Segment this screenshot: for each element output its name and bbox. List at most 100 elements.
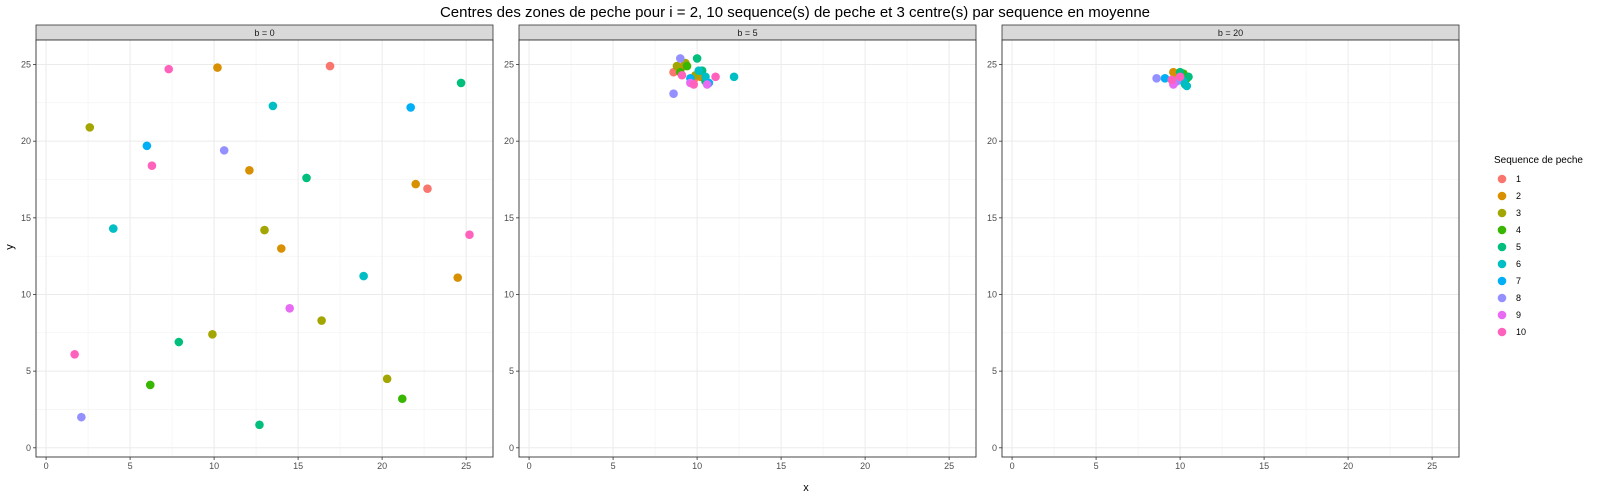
legend-key — [1497, 242, 1507, 252]
data-point — [147, 161, 157, 171]
data-point — [1175, 72, 1185, 82]
facet-panels: b = 0 0 5 10 15 20 25 0 5 10 15 20 25 b = 5 0 5 10 15 20 25… — [21, 24, 1460, 471]
data-point — [675, 54, 685, 63]
x-tick-label: 10 — [209, 461, 219, 471]
y-axis-title: y — [4, 244, 16, 250]
legend-key — [1497, 259, 1507, 269]
data-point — [689, 80, 699, 89]
x-tick-label: 20 — [860, 461, 870, 471]
data-point — [729, 72, 739, 82]
y-tick-label: 15 — [987, 213, 997, 223]
y-tick-label: 0 — [509, 443, 514, 453]
data-point — [677, 70, 687, 80]
plot-area — [36, 40, 493, 457]
data-point — [1167, 75, 1176, 85]
data-point — [382, 374, 392, 384]
data-point — [692, 54, 702, 63]
y-tick-label: 25 — [987, 60, 997, 70]
data-point — [164, 64, 174, 74]
chart-title: Centres des zones de peche pour i = 2, 1… — [440, 4, 1150, 21]
legend-label: 1 — [1516, 174, 1521, 184]
y-tick-label: 20 — [21, 136, 31, 146]
x-axis-title: x — [803, 482, 809, 494]
legend: Sequence de peche 1 2 3 4 5 6 7 8 9 10 — [1494, 155, 1583, 337]
facet-panel: b = 5 0 5 10 15 20 25 0 5 10 15 20 25 — [504, 24, 977, 471]
legend-label: 10 — [1516, 327, 1526, 337]
data-point — [285, 303, 295, 313]
legend-key — [1497, 174, 1507, 184]
data-point — [669, 89, 678, 98]
legend-key — [1497, 293, 1507, 303]
data-point — [277, 244, 286, 253]
legend-title: Sequence de peche — [1494, 155, 1583, 166]
y-tick-label: 25 — [21, 60, 31, 70]
data-point — [397, 394, 407, 404]
data-point — [1160, 74, 1170, 83]
facet-strip-label: b = 20 — [1218, 28, 1243, 38]
y-tick-label: 5 — [26, 366, 31, 376]
legend-key — [1497, 208, 1507, 218]
y-tick-label: 10 — [504, 289, 514, 299]
data-point — [317, 316, 326, 325]
y-tick-label: 25 — [504, 60, 514, 70]
data-point — [219, 146, 229, 155]
data-point — [325, 61, 335, 71]
plot-area — [519, 40, 976, 457]
y-tick-label: 15 — [21, 213, 31, 223]
data-point — [268, 101, 278, 111]
data-point — [142, 141, 152, 151]
x-tick-label: 10 — [1175, 461, 1185, 471]
facet-strip-label: b = 5 — [737, 28, 757, 38]
data-point — [682, 61, 692, 71]
x-tick-label: 25 — [461, 461, 471, 471]
data-point — [85, 123, 95, 132]
x-tick-label: 20 — [377, 461, 387, 471]
legend-label: 2 — [1516, 191, 1521, 201]
legend-key — [1497, 310, 1507, 320]
legend-label: 6 — [1516, 259, 1521, 269]
data-point — [1152, 74, 1161, 83]
legend-label: 4 — [1516, 225, 1521, 235]
data-point — [255, 420, 264, 430]
facet-strip-label: b = 0 — [254, 28, 274, 38]
x-tick-label: 5 — [611, 461, 616, 471]
panel-border — [1001, 39, 1460, 458]
data-point — [213, 63, 222, 72]
legend-label: 7 — [1516, 276, 1521, 286]
data-point — [694, 66, 704, 75]
data-point — [702, 80, 712, 89]
data-point — [411, 179, 421, 189]
x-tick-label: 25 — [944, 461, 954, 471]
facet-panel: b = 20 0 5 10 15 20 25 0 5 10 15 20 25 — [987, 24, 1460, 471]
data-point — [711, 72, 720, 82]
data-point — [108, 224, 118, 233]
y-tick-label: 20 — [504, 136, 514, 146]
data-point — [77, 412, 86, 422]
x-tick-label: 20 — [1343, 461, 1353, 471]
x-tick-label: 0 — [44, 461, 49, 471]
x-tick-label: 10 — [692, 461, 702, 471]
y-tick-label: 20 — [987, 136, 997, 146]
x-tick-label: 0 — [527, 461, 532, 471]
legend-label: 5 — [1516, 242, 1521, 252]
y-tick-label: 10 — [987, 289, 997, 299]
legend-key — [1497, 276, 1507, 286]
data-point — [260, 225, 269, 235]
data-point — [1169, 67, 1178, 77]
data-point — [465, 230, 474, 240]
legend-key — [1497, 191, 1507, 201]
y-tick-label: 5 — [509, 366, 514, 376]
data-point — [174, 337, 184, 347]
legend-key — [1497, 225, 1507, 235]
x-tick-label: 15 — [776, 461, 786, 471]
x-tick-label: 5 — [128, 461, 133, 471]
data-point — [208, 330, 217, 339]
panel-border — [35, 39, 494, 458]
data-point — [359, 271, 368, 281]
y-tick-label: 10 — [21, 289, 31, 299]
y-tick-label: 0 — [26, 443, 31, 453]
data-point — [456, 78, 466, 88]
data-point — [145, 380, 155, 390]
legend-label: 3 — [1516, 208, 1521, 218]
data-point — [70, 349, 79, 359]
